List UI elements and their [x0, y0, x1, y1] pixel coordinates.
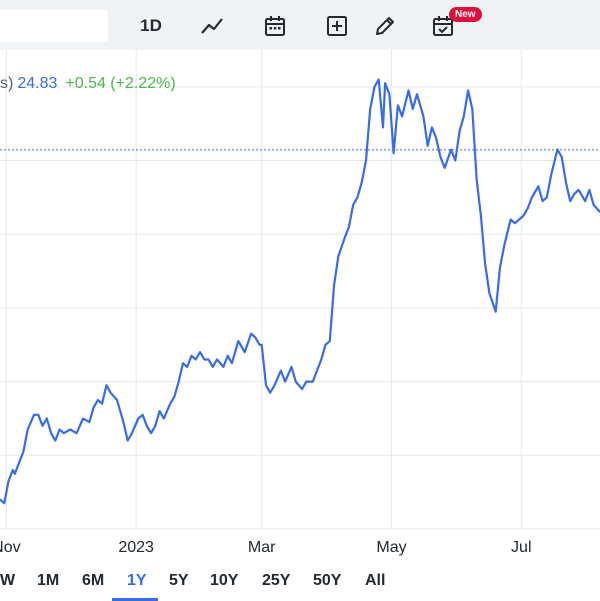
range-25y[interactable]: 25Y	[262, 572, 291, 589]
vertical-gridlines	[0, 50, 600, 530]
price-change: +0.54 (+2.22%)	[65, 75, 176, 92]
price-chart[interactable]: Nov 2023 Mar May Jul	[0, 50, 600, 562]
last-price: 24.83	[17, 75, 58, 92]
range-10y[interactable]: 10Y	[210, 572, 239, 589]
new-badge: New	[449, 7, 482, 22]
x-tick-label: May	[376, 539, 406, 556]
range-50y[interactable]: 50Y	[313, 572, 342, 589]
range-5y[interactable]: 5Y	[169, 572, 189, 589]
symbol-search-input[interactable]	[0, 10, 108, 42]
range-selector: W 1M 6M 1Y 5Y 10Y 25Y 50Y All	[0, 562, 600, 601]
add-comparison-icon[interactable]	[321, 10, 353, 42]
range-w[interactable]: W	[0, 572, 16, 589]
x-tick-label: Mar	[248, 539, 276, 556]
range-1y[interactable]: 1Y	[127, 572, 147, 589]
range-all[interactable]: All	[365, 572, 386, 589]
chart-toolbar: 1D New	[0, 0, 600, 50]
x-tick-label: Nov	[0, 539, 21, 556]
range-1m[interactable]: 1M	[37, 572, 60, 589]
x-axis-ticks: Nov 2023 Mar May Jul	[0, 539, 532, 556]
line-chart-icon[interactable]	[196, 10, 228, 42]
range-6m[interactable]: 6M	[82, 572, 105, 589]
calendar-check-icon[interactable]	[427, 10, 459, 42]
series-line	[0, 78, 600, 505]
symbol-label: s)	[0, 75, 14, 92]
quote-header: s) 24.83 +0.54 (+2.22%)	[0, 75, 176, 93]
horizontal-gridlines	[0, 86, 600, 456]
interval-button[interactable]: 1D	[140, 16, 162, 35]
x-tick-label: Jul	[511, 539, 531, 556]
x-tick-label: 2023	[118, 539, 154, 556]
pencil-icon[interactable]	[369, 10, 401, 42]
calendar-icon[interactable]	[259, 10, 291, 42]
